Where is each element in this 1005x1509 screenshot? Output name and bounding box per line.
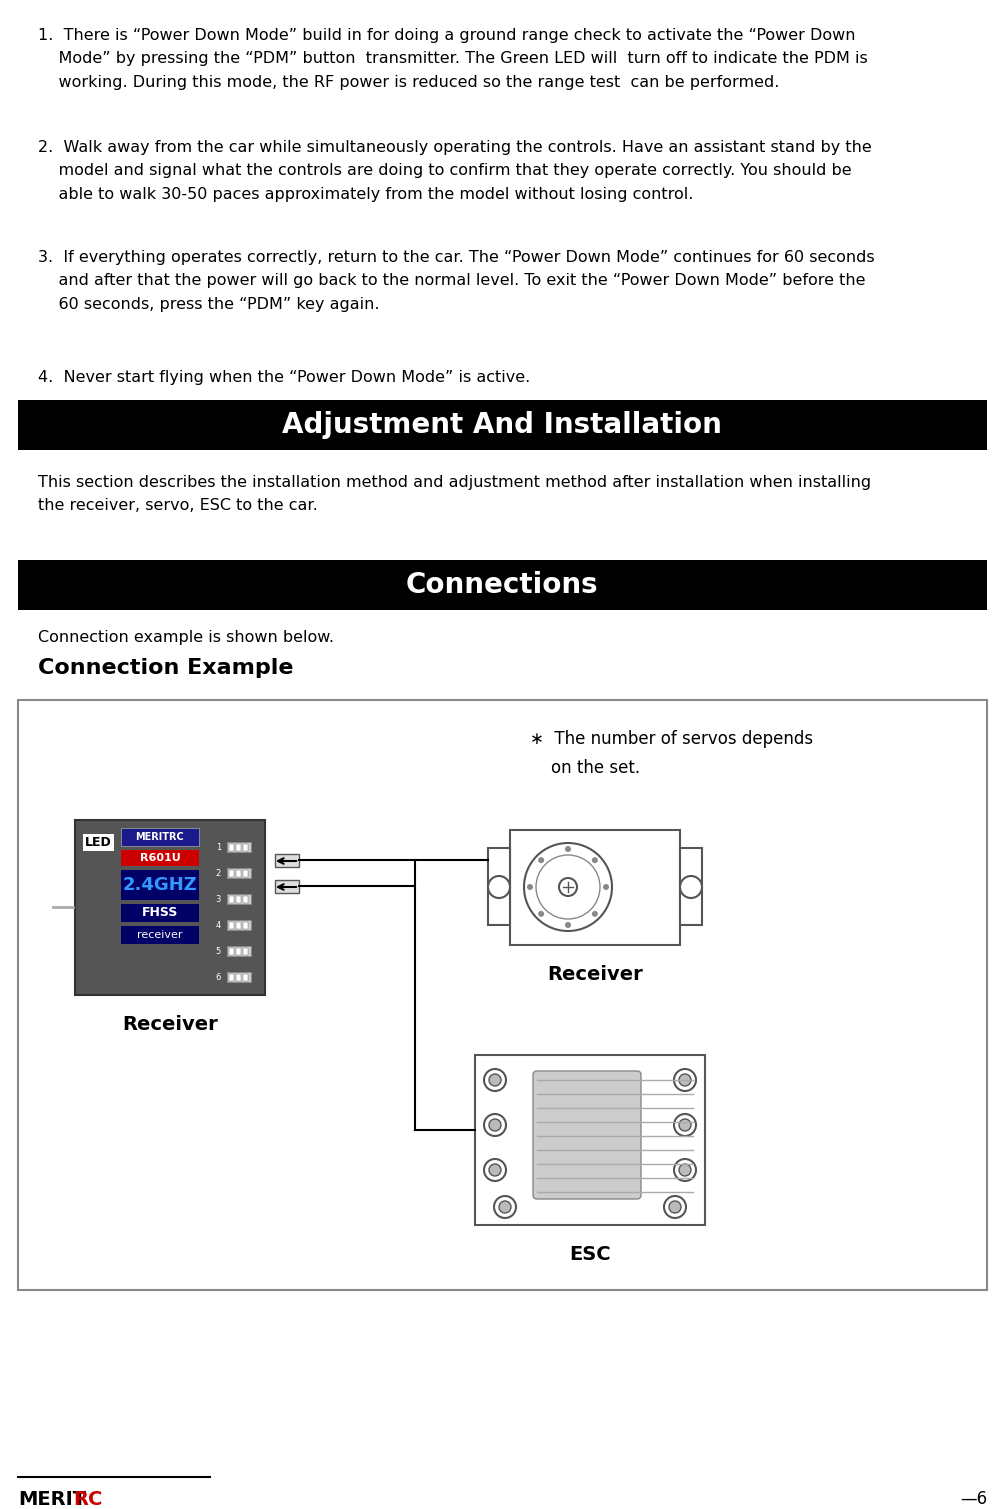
Bar: [18, 400, 987, 450]
Bar: [121, 904, 199, 922]
Circle shape: [484, 1068, 506, 1091]
Bar: [236, 896, 241, 902]
Text: 4.  Never start flying when the “Power Down Mode” is active.: 4. Never start flying when the “Power Do…: [38, 370, 531, 385]
Circle shape: [484, 1159, 506, 1182]
Bar: [121, 850, 199, 866]
Text: 2: 2: [216, 869, 221, 878]
Bar: [121, 828, 199, 847]
Circle shape: [527, 884, 533, 890]
Bar: [243, 871, 248, 877]
Bar: [243, 896, 248, 902]
Text: Adjustment And Installation: Adjustment And Installation: [282, 410, 722, 439]
Text: —6: —6: [960, 1489, 987, 1507]
Circle shape: [484, 1114, 506, 1136]
Bar: [75, 819, 265, 994]
Circle shape: [674, 1114, 696, 1136]
Text: Connections: Connections: [406, 570, 598, 599]
Bar: [475, 1055, 705, 1225]
Text: Connection Example: Connection Example: [38, 658, 293, 678]
Bar: [236, 844, 241, 851]
Text: RC: RC: [73, 1489, 103, 1509]
Text: 5: 5: [216, 946, 221, 955]
Circle shape: [559, 878, 577, 896]
Text: 6: 6: [216, 972, 221, 981]
Circle shape: [489, 1163, 501, 1176]
Bar: [510, 830, 680, 945]
Bar: [275, 880, 299, 893]
Bar: [229, 896, 234, 902]
Text: 2.4GHZ: 2.4GHZ: [123, 877, 197, 893]
Bar: [229, 844, 234, 851]
Text: ∗  The number of servos depends
    on the set.: ∗ The number of servos depends on the se…: [530, 730, 813, 777]
Text: Receiver: Receiver: [123, 1016, 218, 1034]
Text: receiver: receiver: [138, 930, 183, 940]
Text: 1.  There is “Power Down Mode” build in for doing a ground range check to activa: 1. There is “Power Down Mode” build in f…: [38, 29, 867, 91]
FancyBboxPatch shape: [533, 1071, 641, 1200]
Text: Receiver: Receiver: [547, 964, 643, 984]
Bar: [18, 560, 987, 610]
Bar: [243, 922, 248, 930]
Text: MERIT: MERIT: [18, 1489, 86, 1509]
Bar: [229, 948, 234, 955]
Circle shape: [664, 1197, 686, 1218]
Circle shape: [592, 911, 598, 917]
Circle shape: [489, 1120, 501, 1132]
Circle shape: [538, 911, 544, 917]
Text: 4: 4: [216, 920, 221, 930]
Bar: [227, 920, 251, 930]
Circle shape: [603, 884, 609, 890]
Bar: [229, 871, 234, 877]
Circle shape: [524, 844, 612, 931]
Text: FHSS: FHSS: [142, 907, 178, 919]
Circle shape: [488, 877, 510, 898]
Circle shape: [592, 857, 598, 863]
Circle shape: [499, 1201, 511, 1213]
Circle shape: [565, 847, 571, 853]
Bar: [243, 948, 248, 955]
Text: Connection example is shown below.: Connection example is shown below.: [38, 629, 334, 644]
Text: MERITRC: MERITRC: [136, 831, 184, 842]
Bar: [275, 854, 299, 868]
Circle shape: [674, 1159, 696, 1182]
Text: LED: LED: [85, 836, 112, 850]
Circle shape: [669, 1201, 681, 1213]
Text: This section describes the installation method and adjustment method after insta: This section describes the installation …: [38, 475, 871, 513]
Circle shape: [679, 1163, 691, 1176]
Bar: [236, 948, 241, 955]
Bar: [121, 927, 199, 945]
Circle shape: [565, 922, 571, 928]
Bar: [121, 871, 199, 899]
Bar: [243, 844, 248, 851]
Bar: [227, 893, 251, 904]
Bar: [229, 973, 234, 981]
Circle shape: [538, 857, 544, 863]
Bar: [229, 922, 234, 930]
Circle shape: [489, 1074, 501, 1086]
Bar: [243, 973, 248, 981]
Circle shape: [679, 1074, 691, 1086]
Text: 1: 1: [216, 842, 221, 851]
Text: R601U: R601U: [140, 853, 180, 863]
Circle shape: [679, 1120, 691, 1132]
Bar: [227, 972, 251, 982]
Bar: [236, 973, 241, 981]
Text: 3: 3: [216, 895, 221, 904]
Circle shape: [494, 1197, 516, 1218]
Bar: [488, 848, 510, 925]
Bar: [236, 871, 241, 877]
Bar: [227, 946, 251, 957]
Circle shape: [536, 856, 600, 919]
Bar: [227, 868, 251, 878]
Bar: [227, 842, 251, 853]
Bar: [18, 700, 987, 1290]
Bar: [680, 848, 702, 925]
Circle shape: [674, 1068, 696, 1091]
Text: 2.  Walk away from the car while simultaneously operating the controls. Have an : 2. Walk away from the car while simultan…: [38, 140, 871, 202]
Bar: [236, 922, 241, 930]
Circle shape: [680, 877, 702, 898]
Text: ESC: ESC: [569, 1245, 611, 1265]
Text: 3.  If everything operates correctly, return to the car. The “Power Down Mode” c: 3. If everything operates correctly, ret…: [38, 250, 874, 312]
